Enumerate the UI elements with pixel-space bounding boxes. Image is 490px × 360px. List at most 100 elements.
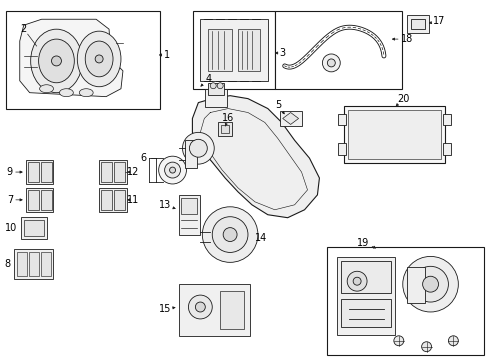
Bar (6, 11, 160, 109)
Bar (24, 220, 44, 235)
Ellipse shape (77, 31, 121, 87)
Circle shape (190, 139, 207, 157)
Bar (341, 299, 391, 327)
Text: 12: 12 (127, 167, 139, 177)
Circle shape (165, 162, 180, 178)
Bar (21, 217, 47, 239)
Bar (327, 247, 484, 355)
Text: 3: 3 (275, 48, 286, 58)
Bar (28, 190, 39, 210)
Circle shape (51, 56, 61, 66)
Polygon shape (20, 19, 123, 96)
Bar (338, 113, 346, 125)
Bar (101, 190, 112, 210)
Polygon shape (193, 96, 319, 218)
Ellipse shape (31, 29, 82, 93)
Circle shape (422, 276, 439, 292)
Circle shape (421, 342, 432, 352)
Ellipse shape (40, 85, 53, 93)
Bar (208, 29, 232, 71)
Bar (101, 162, 112, 182)
Text: 18: 18 (392, 34, 413, 44)
Circle shape (448, 336, 458, 346)
Circle shape (217, 83, 223, 89)
Text: 17: 17 (429, 16, 445, 26)
Bar (28, 162, 39, 182)
Bar (341, 261, 391, 293)
Ellipse shape (59, 89, 74, 96)
Circle shape (223, 228, 237, 242)
Circle shape (327, 59, 335, 67)
Bar (185, 140, 197, 168)
Bar (114, 190, 125, 210)
Text: 11: 11 (127, 195, 139, 205)
Bar (205, 89, 227, 107)
Ellipse shape (85, 41, 113, 77)
Bar (17, 252, 26, 276)
Circle shape (322, 54, 340, 72)
Text: 2: 2 (20, 24, 26, 34)
Circle shape (182, 132, 214, 164)
Text: 4: 4 (201, 74, 211, 86)
Text: 10: 10 (5, 222, 17, 233)
Bar (178, 195, 200, 235)
Text: 5: 5 (275, 100, 284, 114)
Bar (41, 252, 50, 276)
Bar (114, 162, 125, 182)
Bar (411, 19, 425, 29)
Bar (338, 143, 346, 155)
Bar (220, 291, 244, 329)
Circle shape (196, 302, 205, 312)
Bar (29, 252, 39, 276)
Bar (99, 160, 127, 184)
Circle shape (170, 167, 175, 173)
Bar (178, 284, 250, 336)
Bar (337, 257, 395, 335)
Circle shape (202, 207, 258, 262)
Bar (407, 15, 429, 33)
Circle shape (413, 266, 448, 302)
Bar (25, 188, 53, 212)
Text: 16: 16 (222, 113, 234, 126)
Circle shape (347, 271, 367, 291)
Bar (275, 11, 402, 89)
Circle shape (403, 256, 458, 312)
Text: 15: 15 (159, 304, 175, 314)
Polygon shape (283, 113, 298, 125)
Circle shape (353, 277, 361, 285)
Ellipse shape (39, 39, 74, 83)
Text: 6: 6 (141, 153, 147, 163)
Text: 20: 20 (396, 94, 409, 107)
Bar (407, 267, 425, 303)
Bar (181, 198, 197, 214)
Bar (208, 83, 224, 95)
Bar (238, 29, 260, 71)
Ellipse shape (79, 89, 93, 96)
Bar (99, 188, 127, 212)
Bar (200, 19, 268, 81)
Text: 19: 19 (357, 238, 376, 248)
Bar (41, 190, 51, 210)
Bar (194, 11, 275, 89)
Circle shape (394, 336, 404, 346)
Bar (218, 122, 232, 136)
Circle shape (189, 295, 212, 319)
Circle shape (210, 83, 216, 89)
Text: 14: 14 (255, 233, 267, 243)
Bar (348, 109, 441, 159)
Bar (443, 113, 451, 125)
Bar (41, 162, 51, 182)
Bar (25, 160, 53, 184)
Bar (344, 105, 445, 163)
Text: 7: 7 (7, 195, 22, 205)
Bar (443, 143, 451, 155)
Bar (210, 225, 224, 251)
Text: 9: 9 (7, 167, 22, 177)
Circle shape (212, 217, 248, 252)
Bar (14, 249, 53, 279)
Circle shape (159, 156, 187, 184)
Bar (221, 125, 229, 133)
Text: 8: 8 (5, 259, 11, 269)
Bar (280, 111, 301, 126)
Text: 13: 13 (159, 200, 175, 210)
